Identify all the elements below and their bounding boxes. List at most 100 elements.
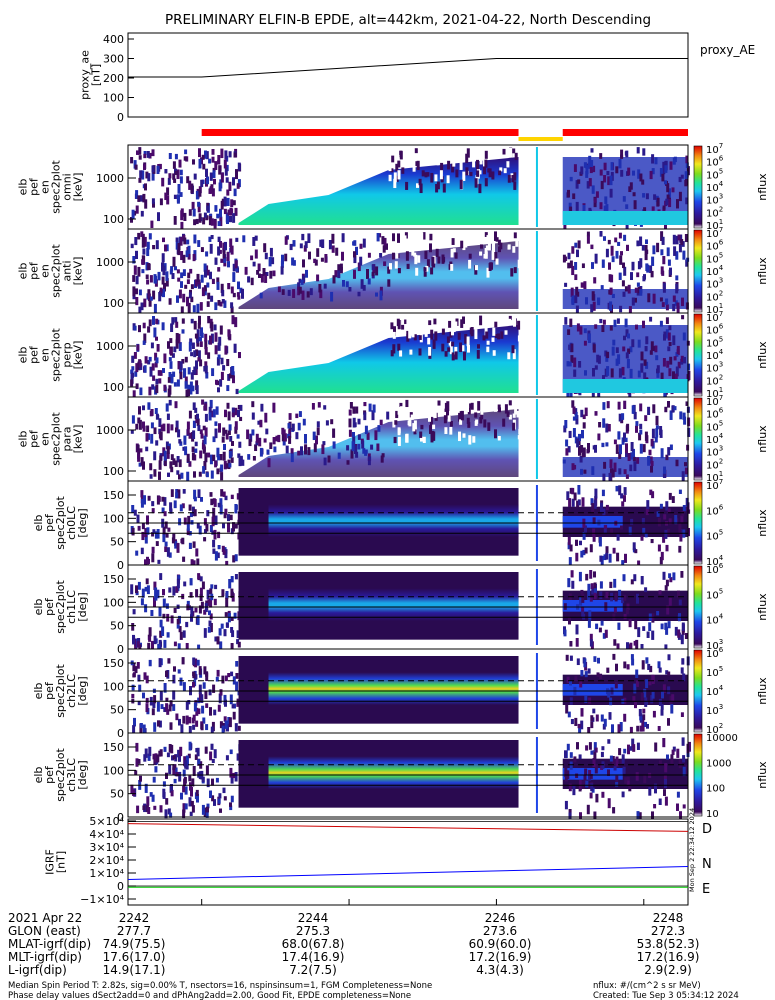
noise-pixel xyxy=(675,459,679,467)
panel-ylabel-line: [deg] xyxy=(76,592,89,621)
noise-pixel xyxy=(135,288,138,295)
noise-pixel xyxy=(507,174,511,183)
noise-pixel xyxy=(209,172,213,181)
noise-pixel xyxy=(144,586,148,592)
noise-pixel xyxy=(623,748,627,754)
noise-pixel xyxy=(648,679,652,686)
noise-pixel xyxy=(183,581,187,587)
noise-pixel xyxy=(452,232,455,238)
noise-pixel xyxy=(260,274,264,283)
postgap-pa-core xyxy=(562,768,623,780)
noise-pixel xyxy=(135,383,139,390)
noise-pixel xyxy=(590,304,594,313)
noise-pixel xyxy=(574,675,578,681)
noise-pixel xyxy=(251,401,255,408)
noise-pixel xyxy=(516,411,520,418)
noise-pixel xyxy=(660,551,664,561)
noise-pixel xyxy=(239,404,243,411)
noise-pixel xyxy=(202,682,206,689)
noise-pixel xyxy=(200,601,204,609)
noise-pixel xyxy=(679,533,683,542)
noise-pixel xyxy=(474,178,478,188)
noise-pixel xyxy=(222,451,226,461)
side-timestamp: Mon Sep 2 22:34:12 2024 xyxy=(688,808,696,892)
noise-pixel xyxy=(479,315,483,326)
noise-pixel xyxy=(376,233,380,242)
noise-pixel xyxy=(157,370,161,376)
noise-pixel xyxy=(132,275,136,282)
noise-pixel xyxy=(211,795,215,802)
noise-pixel xyxy=(478,234,482,242)
noise-pixel xyxy=(292,289,296,298)
noise-pixel xyxy=(627,453,631,461)
noise-pixel xyxy=(623,713,627,722)
noise-pixel xyxy=(220,472,224,481)
noise-pixel xyxy=(183,156,187,161)
noise-pixel xyxy=(591,185,595,194)
noise-pixel xyxy=(211,278,215,285)
noise-pixel xyxy=(574,242,578,248)
noise-pixel xyxy=(566,361,570,367)
noise-pixel xyxy=(682,804,686,809)
noise-pixel xyxy=(389,263,392,270)
noise-pixel xyxy=(599,202,603,210)
colorbar-exponent: 1 xyxy=(719,386,723,394)
noise-pixel xyxy=(381,236,385,245)
noise-pixel xyxy=(249,433,253,442)
panel-ylabel-line: [keV] xyxy=(72,425,85,454)
noise-pixel xyxy=(669,444,673,451)
noise-pixel xyxy=(630,579,634,585)
panel-ylabel-line: elb xyxy=(32,599,45,616)
noise-pixel xyxy=(607,739,611,744)
noise-pixel xyxy=(168,764,172,775)
noise-pixel xyxy=(196,413,199,420)
footer-time-tick: 2244 xyxy=(298,911,329,925)
noise-pixel xyxy=(192,766,196,776)
noise-pixel xyxy=(180,272,184,279)
noise-pixel xyxy=(187,302,191,313)
noise-pixel xyxy=(165,697,169,702)
noise-pixel xyxy=(454,252,458,259)
noise-pixel xyxy=(186,528,190,536)
noise-pixel xyxy=(169,812,173,818)
noise-pixel xyxy=(150,422,154,429)
noise-pixel xyxy=(144,356,148,364)
noise-pixel xyxy=(576,742,579,750)
colorbar-tick: 104 xyxy=(706,613,724,627)
noise-pixel xyxy=(423,267,427,277)
noise-pixel xyxy=(665,579,669,587)
noise-pixel xyxy=(399,402,403,409)
noise-pixel xyxy=(595,191,599,198)
noise-pixel xyxy=(649,170,653,180)
noise-pixel xyxy=(184,376,188,386)
noise-pixel xyxy=(232,263,236,272)
noise-pixel xyxy=(135,275,139,285)
colorbar-tick: 106 xyxy=(706,646,724,660)
noise-pixel xyxy=(621,754,625,764)
noise-pixel xyxy=(235,388,239,395)
noise-pixel xyxy=(177,333,181,344)
noise-pixel xyxy=(284,236,288,245)
noise-pixel xyxy=(228,151,232,158)
noise-pixel xyxy=(143,365,147,373)
noise-pixel xyxy=(265,428,269,435)
noise-pixel xyxy=(659,297,663,302)
noise-pixel xyxy=(190,352,194,357)
noise-pixel xyxy=(223,512,227,519)
noise-pixel xyxy=(142,421,145,429)
noise-pixel xyxy=(234,426,238,434)
noise-pixel xyxy=(155,384,159,394)
noise-pixel xyxy=(664,222,667,230)
noise-pixel xyxy=(162,532,166,543)
noise-pixel xyxy=(131,366,135,371)
noise-pixel xyxy=(147,263,151,271)
noise-pixel xyxy=(430,172,434,183)
noise-pixel xyxy=(176,578,180,589)
noise-pixel xyxy=(228,373,232,379)
noise-pixel xyxy=(193,366,197,374)
noise-pixel xyxy=(188,775,192,782)
noise-pixel xyxy=(397,343,401,351)
noise-pixel xyxy=(232,272,236,282)
footer-time-tick: 2242 xyxy=(119,911,150,925)
noise-pixel xyxy=(682,766,686,777)
